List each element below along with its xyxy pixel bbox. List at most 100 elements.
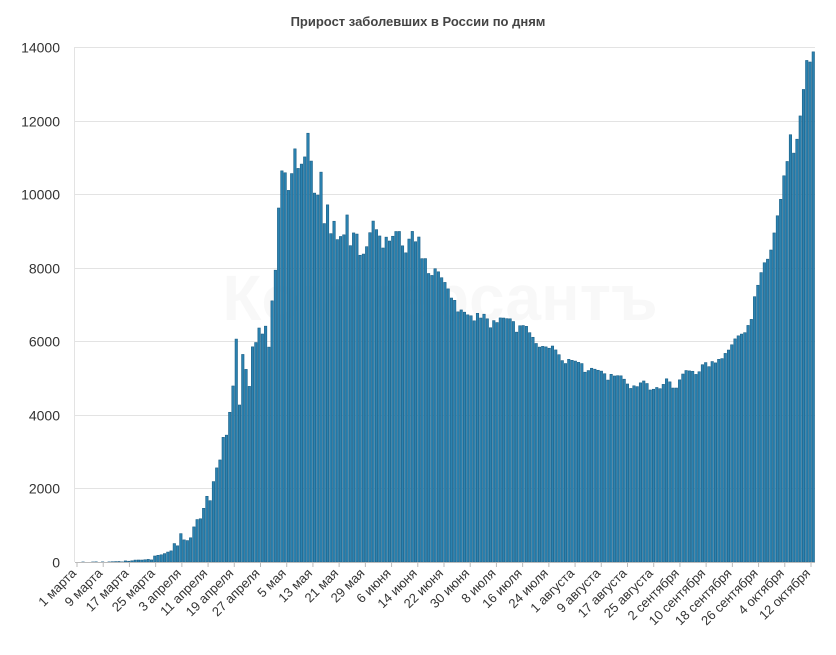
bar: [179, 533, 183, 563]
bar: [387, 240, 392, 563]
bar: [788, 134, 792, 563]
bar: [746, 325, 750, 563]
bar: [599, 370, 603, 563]
bar: [378, 235, 382, 563]
bar: [420, 258, 424, 563]
bar: [339, 236, 343, 563]
bar: [215, 467, 219, 563]
bar: [541, 346, 545, 563]
bar: [577, 362, 581, 563]
bar: [498, 317, 502, 563]
bar: [769, 249, 773, 563]
bar: [244, 369, 248, 563]
bar: [361, 253, 365, 563]
bar: [707, 366, 711, 563]
bar: [772, 232, 776, 563]
bar: [554, 349, 558, 563]
bar: [616, 375, 620, 563]
bar: [743, 332, 747, 563]
bar: [342, 234, 346, 563]
bar: [668, 381, 672, 563]
bar: [713, 362, 717, 563]
bar: [189, 537, 193, 563]
bar: [521, 325, 525, 563]
bar: [335, 239, 339, 563]
bar: [661, 384, 665, 563]
bar: [629, 388, 633, 563]
bar: [358, 254, 362, 563]
bar: [691, 370, 695, 563]
bar: [192, 526, 196, 563]
bar: [427, 273, 431, 563]
bar: [681, 373, 685, 563]
y-tick-label: 12000: [21, 114, 60, 130]
bar: [495, 322, 499, 563]
bar: [759, 272, 763, 563]
bar: [645, 383, 649, 563]
bar: [456, 311, 460, 563]
bar: [254, 342, 258, 563]
bar: [625, 383, 629, 563]
bar: [590, 367, 594, 563]
bar: [472, 320, 476, 563]
bar: [143, 559, 147, 563]
bar: [130, 560, 134, 563]
bar: [678, 379, 682, 563]
bar: [697, 371, 701, 563]
y-tick-label: 14000: [21, 40, 60, 56]
bar: [218, 459, 222, 563]
bar: [694, 374, 698, 563]
bar: [466, 314, 470, 563]
bar: [280, 170, 284, 563]
bar: [238, 404, 242, 563]
bar: [811, 51, 815, 563]
bar: [286, 190, 290, 563]
y-tick-label: 8000: [29, 261, 60, 277]
bar: [374, 229, 378, 563]
bar: [570, 360, 574, 563]
bar: [518, 325, 522, 563]
bar: [603, 373, 607, 563]
bar: [316, 194, 320, 563]
bar: [638, 382, 643, 563]
bar: [257, 327, 261, 563]
bar: [528, 332, 532, 563]
bar: [368, 232, 372, 563]
bar: [459, 309, 463, 563]
bar: [632, 385, 636, 563]
bar: [537, 346, 541, 563]
bar: [785, 161, 789, 563]
bar: [779, 199, 783, 563]
bar: [508, 318, 512, 563]
bar: [593, 368, 597, 563]
bar: [303, 156, 307, 563]
bar: [648, 389, 652, 563]
bar: [808, 61, 812, 563]
bar: [277, 207, 281, 563]
bar: [766, 258, 770, 563]
bar: [550, 345, 555, 563]
bar: [563, 363, 568, 563]
bar: [443, 282, 447, 563]
bar: [414, 241, 418, 563]
bar: [326, 204, 330, 563]
y-tick-label: 2000: [29, 481, 60, 497]
bar: [619, 375, 623, 563]
bar: [580, 363, 584, 563]
bar: [502, 317, 506, 563]
bar: [717, 359, 721, 563]
bar: [596, 369, 600, 563]
bar: [440, 277, 444, 563]
bar: [606, 379, 610, 563]
bar: [296, 168, 300, 563]
bar: [756, 284, 760, 563]
bar: [195, 519, 199, 563]
bar: [365, 246, 369, 563]
bar: [798, 115, 802, 563]
bar: [332, 220, 336, 563]
bar: [586, 370, 590, 563]
bar: [270, 300, 274, 563]
bar: [260, 333, 264, 563]
bar: [345, 214, 349, 563]
bar: [515, 331, 519, 563]
